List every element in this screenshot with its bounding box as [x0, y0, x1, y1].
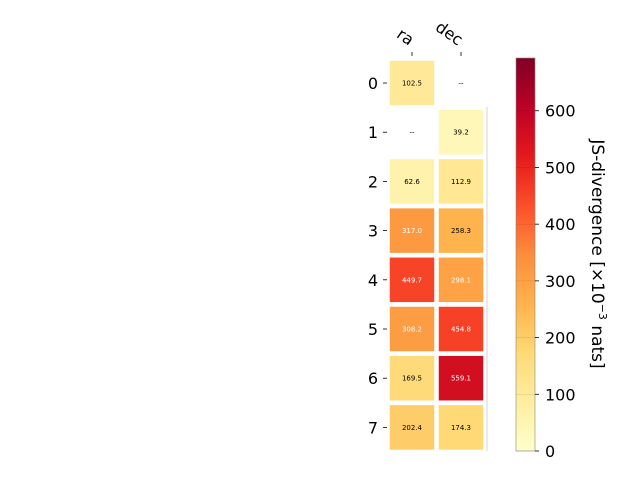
heatmap-cell [436, 205, 486, 256]
heatmap-cell [436, 107, 486, 157]
colorbar-tick-label: 0 [545, 442, 555, 461]
cell-value-label: 102.5 [402, 80, 422, 88]
cell-value-label: 454.8 [451, 326, 471, 334]
x-tick-label: dec [432, 17, 466, 49]
cell-value-label: 112.9 [451, 178, 471, 186]
heatmap-cell [387, 402, 437, 453]
colorbar-tick-label: 400 [545, 215, 576, 234]
cell-value-label: 298.1 [451, 276, 471, 284]
y-tick-label: 2 [368, 172, 378, 191]
colorbar: 0 100 200 300 400 500 600 JS-divergence [×10−3… [515, 57, 609, 461]
cell-value-label: 39.2 [453, 129, 469, 137]
heatmap-cell [387, 156, 437, 207]
colorbar-gradient [515, 57, 536, 452]
x-axis-ticks: ra dec [393, 17, 467, 56]
cell-value-label: 317.0 [402, 227, 422, 235]
heatmap-cell [387, 255, 437, 305]
cell-value-label: 62.6 [404, 178, 420, 186]
heatmap-cell [436, 304, 486, 354]
heatmap-cells: 102.5 -- -- 39.2 62.6 112.9 317.0 258.3 449.7 298… [387, 58, 488, 453]
cell-value-label: 202.4 [402, 424, 423, 432]
y-tick-label: 5 [368, 320, 378, 339]
cell-value-label: 174.3 [451, 424, 471, 432]
x-tick-label: ra [393, 24, 417, 49]
cell-value-label: 169.5 [402, 375, 422, 383]
heatmap-cell [436, 255, 486, 305]
y-axis-ticks: 0 1 2 3 4 5 6 7 [368, 74, 387, 437]
cell-value-label: 258.3 [451, 227, 471, 235]
heatmap-cell [436, 156, 486, 207]
cell-value-label: 449.7 [402, 276, 422, 284]
colorbar-ticks: 0 100 200 300 400 500 600 [516, 102, 576, 461]
cell-value-label: -- [458, 80, 464, 88]
y-tick-label: 1 [368, 123, 378, 142]
heatmap-cell [387, 353, 437, 403]
y-tick-label: 0 [368, 74, 378, 93]
colorbar-tick-label: 200 [545, 329, 576, 348]
y-tick-label: 7 [368, 418, 378, 437]
heatmap-cell [436, 402, 486, 453]
colorbar-tick-label: 500 [545, 158, 576, 177]
heatmap-cell [387, 205, 437, 256]
colorbar-tick-label: 300 [545, 272, 576, 291]
colorbar-tick-label: 600 [545, 102, 576, 121]
heatmap-cell [387, 58, 437, 108]
y-tick-label: 6 [368, 369, 378, 388]
colorbar-tick-label: 100 [545, 385, 576, 404]
heatmap-cell [387, 304, 437, 354]
cell-value-label: -- [409, 129, 415, 137]
heatmap-cell [436, 353, 486, 403]
colorbar-label: JS-divergence [×10−3 nats] [587, 138, 609, 368]
cell-value-label: 308.2 [402, 326, 422, 334]
cell-value-label: 559.1 [451, 375, 471, 383]
y-tick-label: 4 [368, 271, 378, 290]
y-tick-label: 3 [368, 222, 378, 241]
